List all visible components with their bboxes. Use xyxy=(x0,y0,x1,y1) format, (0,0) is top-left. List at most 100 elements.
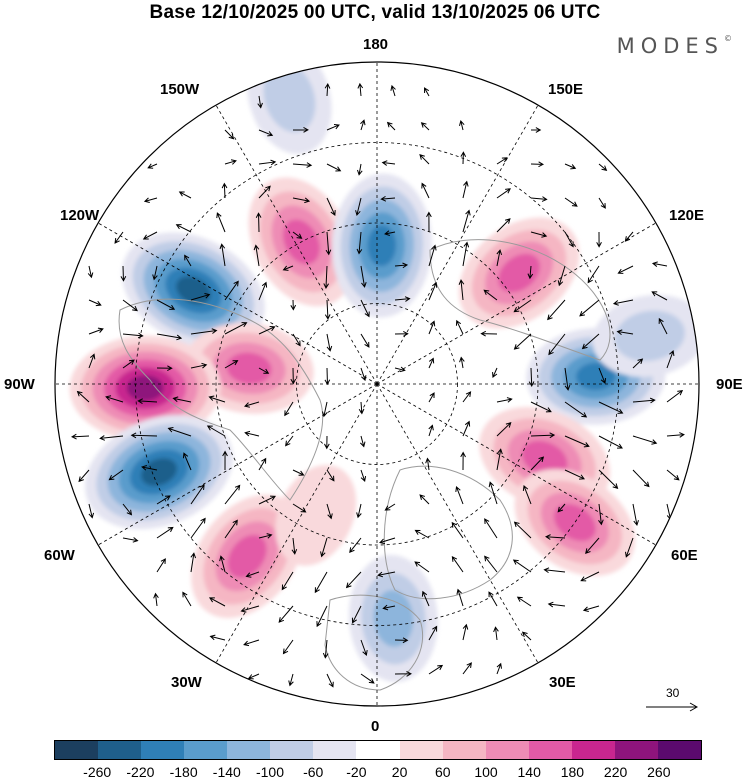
lon-label-30w: 30W xyxy=(171,674,202,691)
wind-arrow xyxy=(88,353,96,369)
wind-arrow xyxy=(357,163,363,176)
wind-arrow xyxy=(488,591,498,607)
lon-label-60e: 60E xyxy=(671,547,698,564)
colorbar-swatch xyxy=(614,741,658,759)
wind-arrow xyxy=(88,327,104,335)
wind-arrow xyxy=(206,425,226,437)
wind-arrow xyxy=(632,397,656,404)
wind-arrow xyxy=(190,484,205,505)
wind-arrow xyxy=(547,601,566,608)
wind-arrow xyxy=(285,435,294,447)
colorbar-tick-label: -60 xyxy=(303,764,324,780)
wind-arrow xyxy=(564,197,578,207)
wind-arrow xyxy=(326,673,334,688)
colorbar-tick-label: -140 xyxy=(212,764,241,780)
colorbar-tick-label: 180 xyxy=(560,764,585,780)
wind-arrow xyxy=(324,435,330,450)
wind-arrow xyxy=(528,367,535,387)
colorbar-swatch xyxy=(184,741,228,759)
wind-arrow xyxy=(548,333,566,356)
wind-arrow xyxy=(258,185,271,199)
wind-arrow xyxy=(258,533,273,539)
wind-arrow xyxy=(290,299,297,311)
wind-arrow xyxy=(156,333,183,341)
wind-arrow xyxy=(323,265,329,290)
wind-arrow xyxy=(377,571,396,578)
wind-arrow xyxy=(153,592,159,607)
colorbar-tick-label: 60 xyxy=(435,764,451,780)
wind-arrow xyxy=(221,182,228,199)
wind-arrow xyxy=(394,671,412,677)
coastline xyxy=(429,239,611,361)
wind-arrow xyxy=(156,495,171,505)
wind-arrow xyxy=(76,390,90,403)
wind-arrow xyxy=(384,503,396,511)
wind-arrow xyxy=(530,456,545,471)
coastline xyxy=(383,465,513,600)
wind-arrow xyxy=(320,537,328,558)
wind-arrow xyxy=(460,151,467,165)
reference-vector: 30 xyxy=(644,686,700,714)
wind-arrow xyxy=(292,231,303,239)
wind-arrow xyxy=(496,422,512,437)
wind-arrow xyxy=(324,367,331,386)
wind-arrow xyxy=(288,673,294,687)
map-boundary xyxy=(54,61,700,707)
wind-arrow xyxy=(71,433,90,440)
colorbar-swatch xyxy=(356,741,400,759)
wind-arrow xyxy=(345,571,362,589)
anomaly-contour-fill xyxy=(141,458,177,486)
wind-arrow xyxy=(428,664,444,675)
colorbar-swatch xyxy=(657,741,701,759)
wind-arrow xyxy=(598,435,623,449)
wind-arrow xyxy=(513,299,532,313)
wind-arrow xyxy=(527,265,534,280)
wind-arrow xyxy=(209,634,226,641)
wind-arrow xyxy=(384,230,396,236)
wind-arrow xyxy=(617,265,634,274)
wind-arrow xyxy=(87,265,94,279)
wind-arrow xyxy=(258,129,274,137)
wind-arrow xyxy=(78,469,90,483)
wind-arrow xyxy=(496,157,508,165)
wind-arrow xyxy=(278,605,294,623)
wind-arrow xyxy=(496,218,511,233)
wind-arrow xyxy=(122,537,139,543)
wind-arrow xyxy=(114,231,124,244)
wind-arrow xyxy=(651,291,668,301)
wind-arrow xyxy=(462,391,472,403)
wind-arrow xyxy=(513,333,532,350)
wind-arrow xyxy=(122,503,133,516)
wind-arrow xyxy=(292,469,305,476)
wind-arrow xyxy=(579,299,600,317)
wind-arrow xyxy=(360,469,367,482)
wind-arrow xyxy=(326,197,336,217)
anomaly-contour-fill xyxy=(227,534,267,578)
wind-arrow xyxy=(359,435,366,448)
wind-arrow xyxy=(147,163,158,169)
wind-arrow xyxy=(488,481,498,505)
anomaly-north-atlantic-high xyxy=(191,494,304,618)
wind-arrow xyxy=(462,180,469,199)
wind-arrow xyxy=(521,631,532,641)
wind-arrow xyxy=(282,265,294,271)
wind-arrow xyxy=(624,231,634,242)
wind-arrow xyxy=(190,517,206,539)
colorbar xyxy=(54,740,702,760)
wind-arrow xyxy=(666,432,685,438)
wind-arrow xyxy=(598,197,606,209)
wind-arrow xyxy=(358,401,365,415)
colorbar-tick-label: 260 xyxy=(647,764,671,780)
wind-arrow xyxy=(224,280,239,301)
wind-arrow xyxy=(255,212,262,233)
wind-arrow xyxy=(496,448,503,471)
wind-arrow xyxy=(426,211,432,233)
wind-arrow xyxy=(360,673,375,684)
wind-arrow xyxy=(284,401,294,417)
wind-arrow xyxy=(428,424,434,437)
wind-arrow xyxy=(658,317,668,335)
wind-arrow xyxy=(122,359,135,369)
wind-arrow xyxy=(137,398,158,404)
copyright-mark: © xyxy=(724,34,732,43)
wind-arrow xyxy=(496,249,503,267)
